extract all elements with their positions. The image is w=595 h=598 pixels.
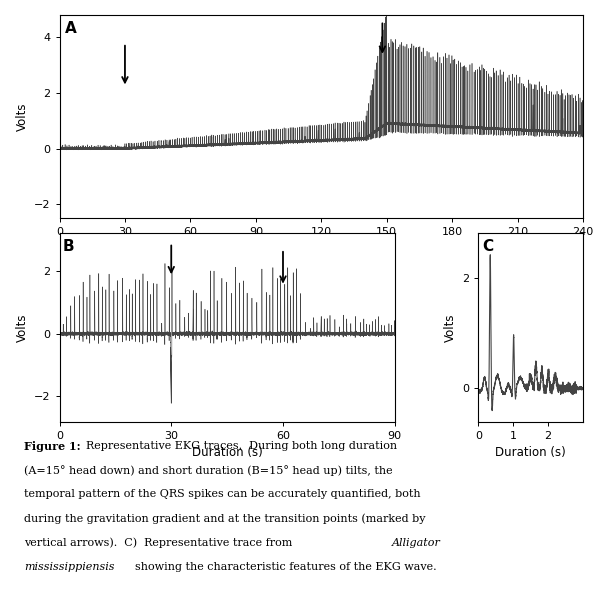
Y-axis label: Volts: Volts: [15, 102, 29, 131]
Text: A: A: [65, 21, 77, 36]
Text: Figure 1:: Figure 1:: [24, 441, 80, 452]
Text: B: B: [63, 239, 74, 254]
Y-axis label: Volts: Volts: [15, 313, 29, 341]
Text: (A=15° head down) and short duration (B=15° head up) tilts, the: (A=15° head down) and short duration (B=…: [24, 465, 393, 476]
Text: C: C: [483, 239, 494, 254]
Text: mississippiensis: mississippiensis: [24, 562, 114, 572]
Text: Representative EKG traces.  During both long duration: Representative EKG traces. During both l…: [86, 441, 397, 451]
Text: Alligator: Alligator: [392, 538, 441, 548]
Text: showing the characteristic features of the EKG wave.: showing the characteristic features of t…: [134, 562, 436, 572]
X-axis label: Duration (s): Duration (s): [496, 446, 566, 459]
X-axis label: Duration (s): Duration (s): [286, 243, 356, 256]
Y-axis label: Volts: Volts: [444, 313, 456, 341]
X-axis label: Duration (s): Duration (s): [192, 446, 262, 459]
Text: temporal pattern of the QRS spikes can be accurately quantified, both: temporal pattern of the QRS spikes can b…: [24, 489, 421, 499]
Text: vertical arrows).  C)  Representative trace from: vertical arrows). C) Representative trac…: [24, 538, 296, 548]
Text: during the gravitation gradient and at the transition points (marked by: during the gravitation gradient and at t…: [24, 514, 425, 524]
